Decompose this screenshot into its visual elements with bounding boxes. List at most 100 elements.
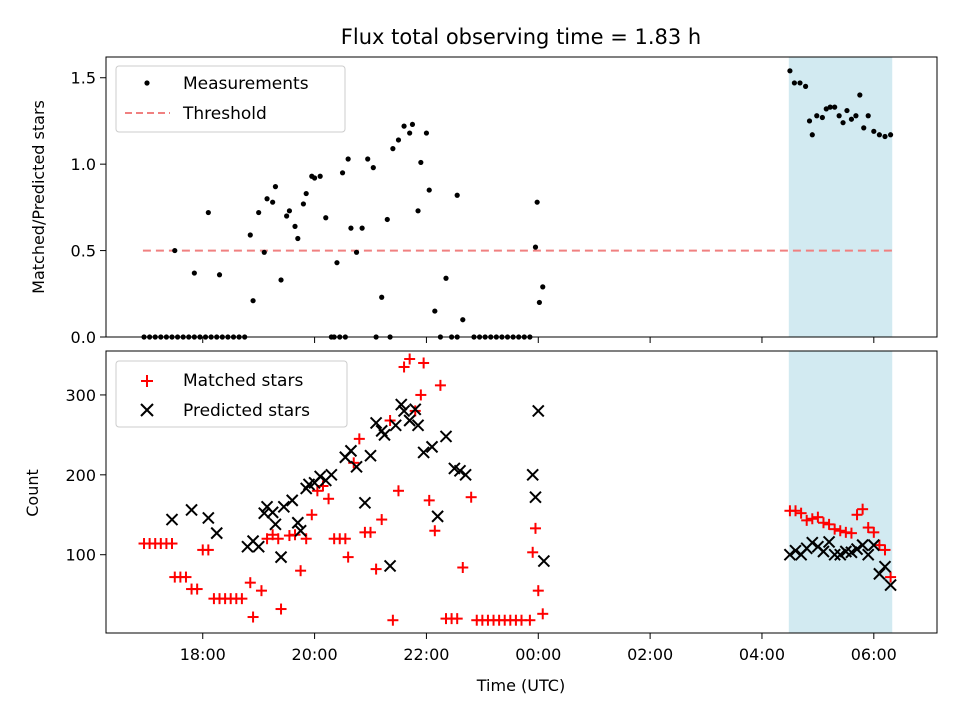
measurement-point xyxy=(844,107,850,114)
matched-star-point xyxy=(365,526,377,538)
matched-star-point xyxy=(845,527,857,539)
measurement-point xyxy=(286,208,293,214)
matched-star-point xyxy=(465,491,477,503)
measurement-point xyxy=(250,298,256,304)
x-axis-label: Time (UTC) xyxy=(476,676,565,695)
predicted-star-point xyxy=(459,468,472,482)
matched-stars-points xyxy=(138,353,897,626)
matched-star-point xyxy=(868,526,880,538)
predicted-star-point xyxy=(313,470,327,483)
measurement-point xyxy=(317,173,323,179)
matched-star-point xyxy=(289,529,301,541)
measurement-point xyxy=(401,123,407,129)
predicted-star-point xyxy=(856,538,869,552)
matched-star-point xyxy=(812,511,824,523)
matched-star-point xyxy=(851,509,863,521)
top-legend-box xyxy=(115,65,346,133)
measurement-point xyxy=(787,68,793,74)
predicted-star-point xyxy=(269,518,282,531)
measurement-point xyxy=(172,247,178,254)
legend-measurements-label: Measurements xyxy=(183,74,309,94)
matched-star-point xyxy=(532,585,544,597)
predicted-star-point xyxy=(537,554,551,568)
measurement-point xyxy=(247,232,253,238)
predicted-star-point xyxy=(411,419,425,432)
matched-star-point xyxy=(261,533,273,545)
legend-measurements-marker xyxy=(144,80,150,86)
matched-star-point xyxy=(311,485,323,497)
measurement-point xyxy=(426,187,432,193)
matched-star-point xyxy=(387,614,399,626)
measurement-point xyxy=(853,113,859,119)
predicted-star-point xyxy=(431,510,444,523)
measurement-point xyxy=(423,130,430,136)
bottom-legend-box xyxy=(115,360,348,428)
matched-star-point xyxy=(339,533,351,545)
bottom-plot-frame xyxy=(105,350,938,634)
x-tick-label: 00:00 xyxy=(515,645,561,664)
y-tick-label: 200 xyxy=(65,466,96,485)
predicted-star-point xyxy=(828,548,841,561)
bottom-y-axis-label: Count xyxy=(23,469,42,517)
measurement-point xyxy=(848,116,855,122)
matched-star-point xyxy=(398,361,410,373)
measurement-point xyxy=(418,159,424,166)
matched-star-point xyxy=(392,485,404,497)
matched-star-point xyxy=(295,565,307,577)
predicted-star-point xyxy=(884,578,897,592)
predicted-star-point xyxy=(403,414,416,427)
measurement-point xyxy=(409,121,416,128)
predicted-star-point xyxy=(878,560,892,573)
predicted-star-point xyxy=(409,403,422,416)
predicted-star-point xyxy=(867,538,881,552)
predicted-star-point xyxy=(252,540,265,553)
predicted-star-point xyxy=(165,513,179,526)
measurement-point xyxy=(540,284,546,290)
predicted-star-point xyxy=(383,559,397,573)
matched-star-point xyxy=(244,577,256,589)
matched-star-point xyxy=(423,494,435,506)
measurement-point xyxy=(339,170,346,176)
measurement-point xyxy=(379,294,385,300)
matched-star-point xyxy=(790,505,802,517)
measurement-point xyxy=(284,213,290,219)
matched-star-point xyxy=(429,525,441,537)
y-tick-label: 0.0 xyxy=(71,328,96,347)
measurement-point xyxy=(292,223,298,229)
predicted-star-point xyxy=(325,468,338,482)
matched-star-point xyxy=(823,518,835,530)
y-tick-label: 1.5 xyxy=(71,69,96,88)
bottom-shaded-region xyxy=(788,351,893,633)
measurement-point xyxy=(278,277,284,283)
measurement-point xyxy=(415,208,421,214)
measurement-point xyxy=(345,156,351,162)
predicted-star-point xyxy=(358,496,372,509)
measurement-point xyxy=(532,244,539,250)
measurement-point xyxy=(802,83,809,89)
predicted-star-point xyxy=(862,548,875,561)
measurement-point xyxy=(432,308,438,314)
measurement-point xyxy=(353,249,360,255)
measurement-point xyxy=(261,249,267,255)
measurement-point xyxy=(836,113,842,119)
measurement-point xyxy=(443,275,449,281)
predicted-star-point xyxy=(274,550,288,564)
chart-title: Flux total observing time = 1.83 h xyxy=(341,25,701,49)
predicted-star-point xyxy=(783,548,797,561)
predicted-star-point xyxy=(364,449,377,462)
measurement-point xyxy=(865,113,871,119)
measurement-point xyxy=(797,80,803,86)
measurement-point xyxy=(205,209,211,216)
predicted-star-point xyxy=(834,548,847,561)
matched-star-point xyxy=(370,563,382,575)
predicted-star-point xyxy=(453,464,467,478)
measurement-point xyxy=(407,130,413,136)
matched-star-point xyxy=(801,514,813,526)
measurement-point xyxy=(876,132,883,138)
predicted-star-point xyxy=(822,535,836,549)
top-y-axis-ticks: 0.0 0.5 1.0 1.5 xyxy=(71,69,106,347)
matched-star-point xyxy=(457,561,469,573)
predicted-star-point xyxy=(210,526,223,540)
measurement-point xyxy=(295,235,301,242)
predicted-star-point xyxy=(294,524,307,537)
